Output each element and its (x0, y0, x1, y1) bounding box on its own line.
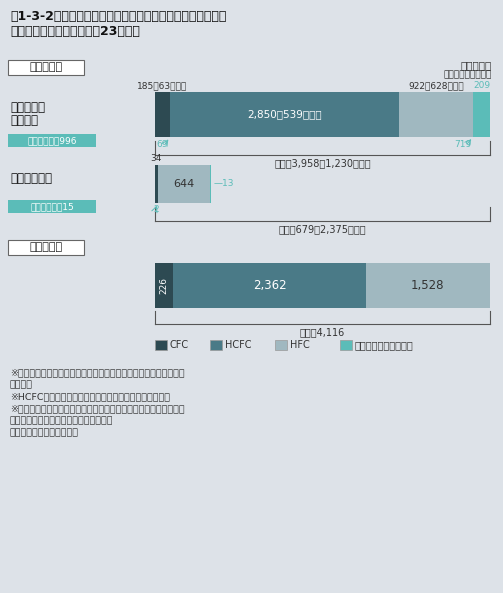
Bar (170, 92, 399, 137)
Text: 209: 209 (473, 81, 490, 90)
Text: 922（628千台）: 922（628千台） (408, 81, 464, 90)
Bar (473, 92, 490, 137)
Text: うち再利用等された量: うち再利用等された量 (355, 340, 414, 350)
Bar (275, 340, 287, 350)
Text: CFC: CFC (170, 340, 189, 350)
Bar (8, 200, 96, 213)
Bar (174, 263, 366, 308)
Bar (8, 134, 96, 147)
Bar (155, 92, 170, 137)
Text: 再利用合計：15: 再利用合計：15 (30, 202, 74, 211)
Text: ※小数点未満を四捨五入のため、数値の和は必ずしも合計に一致し: ※小数点未満を四捨五入のため、数値の和は必ずしも合計に一致し (10, 368, 185, 377)
Text: —13: —13 (214, 180, 234, 189)
Text: 644: 644 (173, 179, 194, 189)
Text: 2,362: 2,362 (253, 279, 286, 292)
Bar (340, 340, 352, 350)
Text: 226: 226 (159, 277, 169, 294)
Text: 2: 2 (153, 205, 159, 214)
Bar (158, 165, 210, 203)
Bar (210, 340, 222, 350)
Bar (8, 240, 84, 255)
Bar (155, 263, 174, 308)
Text: 2,850（539千台）: 2,850（539千台） (247, 110, 322, 120)
Text: （）は回収した台数: （）は回収した台数 (444, 70, 492, 79)
Text: カーエアコン: カーエアコン (10, 171, 52, 184)
Text: ない。: ない。 (10, 380, 33, 389)
Bar (399, 92, 473, 137)
Text: ※破壊した量は、業務用冷凍空調機器及びカーエアコンから回収さ: ※破壊した量は、業務用冷凍空調機器及びカーエアコンから回収さ (10, 404, 185, 413)
Text: 回収した量: 回収した量 (30, 62, 62, 72)
Text: 破壊した量: 破壊した量 (30, 243, 62, 253)
Bar (366, 263, 490, 308)
Text: 1,528: 1,528 (411, 279, 445, 292)
Text: 合計：3,958（1,230千台）: 合計：3,958（1,230千台） (274, 158, 371, 168)
Text: 合計：679（2,375千台）: 合計：679（2,375千台） (279, 224, 366, 234)
Text: HFC: HFC (290, 340, 310, 350)
Text: 資料：経済産業省、環境省: 資料：経済産業省、環境省 (10, 428, 79, 437)
Text: 再利用合計：996: 再利用合計：996 (27, 136, 77, 145)
Text: 単位：トン: 単位：トン (461, 60, 492, 70)
Text: 合計：4,116: 合計：4,116 (300, 327, 345, 337)
Bar (210, 165, 211, 203)
Bar (155, 340, 167, 350)
Bar (155, 165, 158, 203)
Text: ※HCFCはカーエアコンの冷媒として用いられていない。: ※HCFCはカーエアコンの冷媒として用いられていない。 (10, 392, 170, 401)
Text: 719: 719 (454, 140, 471, 149)
Text: 185（63千台）: 185（63千台） (137, 81, 188, 90)
Text: HCFC: HCFC (225, 340, 252, 350)
Text: 類の回収・破壊量等（平成23年度）: 類の回収・破壊量等（平成23年度） (10, 25, 140, 38)
Bar (8, 60, 84, 75)
Text: 図1-3-2　業務用冷凍空調機器・カーエアコンからのフロン: 図1-3-2 業務用冷凍空調機器・カーエアコンからのフロン (10, 10, 226, 23)
Text: れたフロン類の合計の破壊量である。: れたフロン類の合計の破壊量である。 (10, 416, 114, 425)
Text: 空調機器: 空調機器 (10, 114, 38, 127)
Text: 69: 69 (156, 140, 168, 149)
Text: 業務用冷凍: 業務用冷凍 (10, 101, 45, 114)
Text: 34: 34 (151, 154, 162, 163)
